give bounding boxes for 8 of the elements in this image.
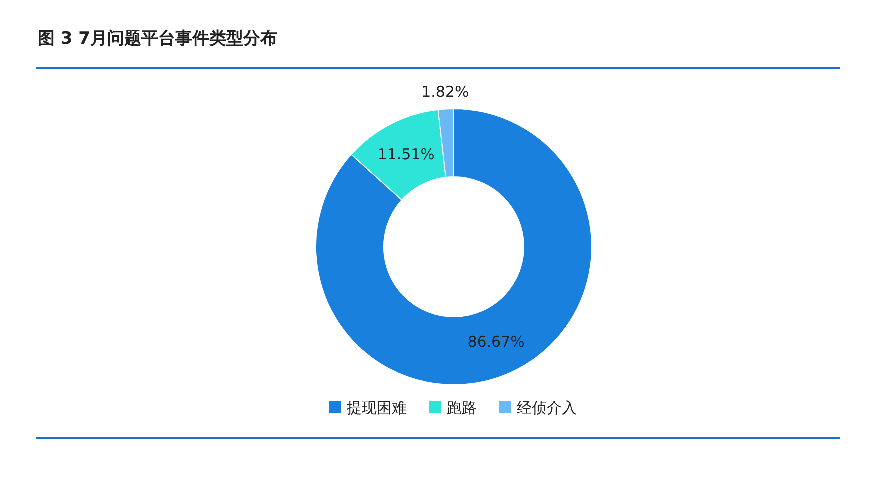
donut-slice	[316, 108, 592, 386]
data-label: 86.67%	[468, 333, 525, 352]
legend-label: 经侦介入	[517, 399, 577, 417]
text: 图 3 7月问题平台事件类型分布	[38, 29, 278, 49]
data-label: 11.51%	[378, 146, 435, 164]
data-label: 1.82%	[422, 83, 470, 102]
legend-label: 提现困难	[347, 399, 407, 417]
legend-label: 跑路	[447, 399, 477, 417]
